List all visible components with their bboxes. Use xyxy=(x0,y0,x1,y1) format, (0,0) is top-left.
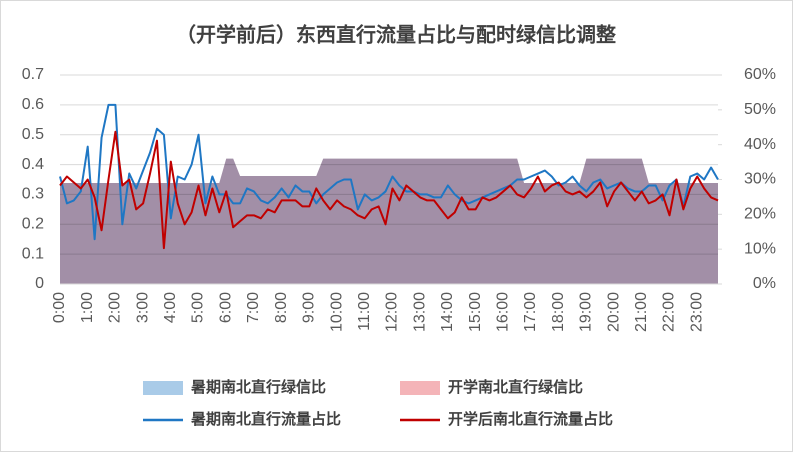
line xyxy=(59,130,719,250)
area xyxy=(60,158,718,284)
line xyxy=(59,103,719,241)
y-tick-label: 0.6 xyxy=(22,96,44,113)
x-tick-label: 17:00 xyxy=(522,292,539,332)
y-tick-label: 0.1 xyxy=(22,245,44,262)
y2-tick-label: 20% xyxy=(744,206,776,223)
y-tick-label: 0.2 xyxy=(22,216,44,233)
x-tick-label: 2:00 xyxy=(107,292,124,323)
x-tick-label: 20:00 xyxy=(605,292,622,332)
x-tick-label: 5:00 xyxy=(190,292,207,323)
legend-label: 暑期南北直行流量占比 xyxy=(191,410,341,428)
y2-tick-label: 30% xyxy=(744,171,776,188)
x-tick-label: 10:00 xyxy=(328,292,345,332)
x-tick-label: 11:00 xyxy=(356,292,373,331)
x-tick-label: 13:00 xyxy=(411,292,428,332)
y2-tick-label: 60% xyxy=(744,66,776,83)
y-tick-label: 0.5 xyxy=(22,126,44,143)
y2-tick-label: 10% xyxy=(744,240,776,257)
x-tick-label: 6:00 xyxy=(217,292,234,323)
x-tick-label: 1:00 xyxy=(79,292,96,323)
x-tick-label: 4:00 xyxy=(162,292,179,323)
x-tick-label: 0:00 xyxy=(51,292,68,323)
x-tick-label: 9:00 xyxy=(301,292,318,323)
plot-area: 0 0.1 0.2 0.3 0.4 0.5 0.6 0.7 0% 10% 20% 30% 40% 50% 6… xyxy=(22,66,776,332)
y-tick-label: 0.7 xyxy=(22,66,44,83)
y-tick-label: 0.4 xyxy=(22,156,44,173)
legend-label: 暑期南北直行绿信比 xyxy=(191,378,326,396)
x-tick-label: 18:00 xyxy=(550,292,567,332)
x-tick-label: 14:00 xyxy=(439,292,456,332)
x-tick-label: 3:00 xyxy=(134,292,151,323)
x-tick-label: 8:00 xyxy=(273,292,290,323)
x-tick-label: 15:00 xyxy=(467,292,484,332)
legend-label: 开学南北直行绿信比 xyxy=(448,378,583,396)
y-tick-label: 0.3 xyxy=(22,186,44,203)
legend-swatch xyxy=(143,381,183,395)
chart-title: （开学前后）东西直行流量占比与配时绿信比调整 xyxy=(176,22,616,46)
x-tick-label: 21:00 xyxy=(633,292,650,332)
x-tick-label: 22:00 xyxy=(661,292,678,332)
y2-tick-label: 0% xyxy=(753,275,776,292)
x-tick-label: 16:00 xyxy=(495,292,512,332)
x-tick-label: 19:00 xyxy=(578,292,595,332)
legend-swatch xyxy=(400,381,440,395)
x-tick-label: 12:00 xyxy=(384,292,401,332)
y2-tick-label: 40% xyxy=(744,136,776,153)
x-tick-label: 7:00 xyxy=(245,292,262,323)
legend-label: 开学后南北直行流量占比 xyxy=(448,410,613,428)
x-tick-label: 23:00 xyxy=(688,292,705,332)
y2-tick-label: 50% xyxy=(744,101,776,118)
y-tick-label: 0 xyxy=(35,275,44,292)
